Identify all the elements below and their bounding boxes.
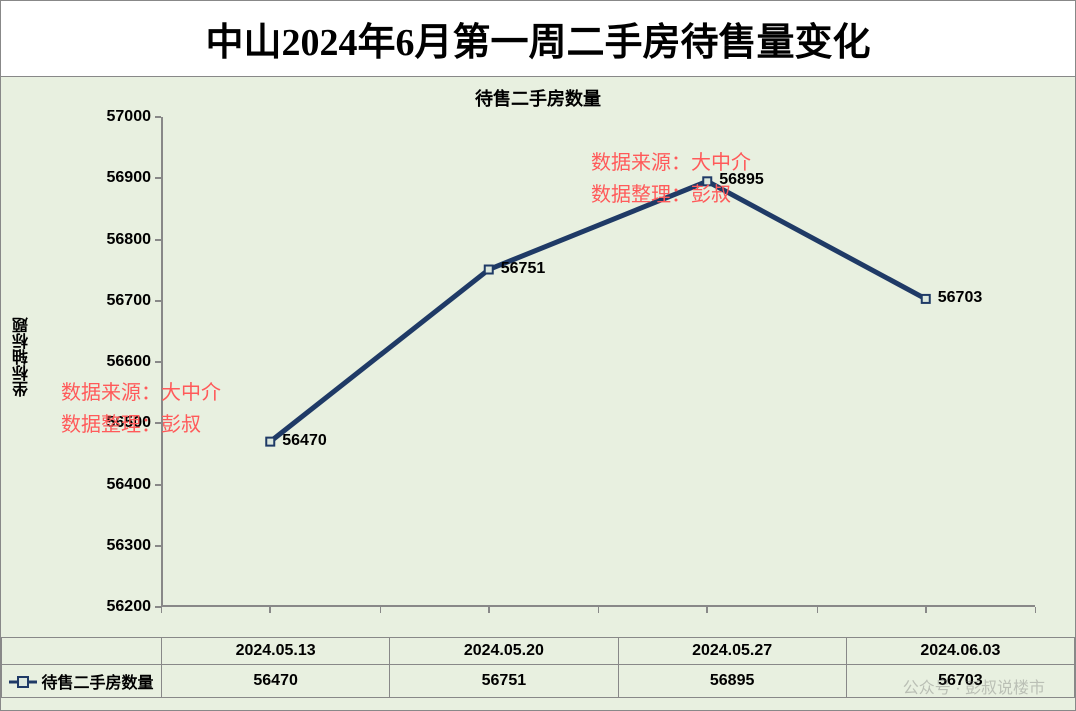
plot-region: 5620056300564005650056600567005680056900… [161, 117, 1035, 607]
data-marker [266, 438, 274, 446]
y-tick-label: 56400 [71, 476, 151, 494]
data-point-label: 56751 [501, 260, 546, 278]
y-tick-mark [155, 545, 161, 547]
y-tick-mark [155, 300, 161, 302]
y-tick-label: 56600 [71, 353, 151, 371]
chart-container: 中山2024年6月第一周二手房待售量变化 待售二手房数量 坐标轴标题 56200… [0, 0, 1076, 711]
table-header-cell: 2024.05.27 [618, 638, 846, 665]
y-tick-mark [155, 177, 161, 179]
y-tick-label: 56500 [71, 414, 151, 432]
y-tick-label: 56900 [71, 169, 151, 187]
chart-area: 待售二手房数量 坐标轴标题 56200563005640056500566005… [1, 77, 1075, 637]
series-name-label: 待售二手房数量 [41, 675, 153, 692]
x-divider [380, 607, 381, 613]
x-divider [598, 607, 599, 613]
main-title: 中山2024年6月第一周二手房待售量变化 [1, 11, 1075, 66]
table-header-cell: 2024.05.20 [390, 638, 618, 665]
title-bar: 中山2024年6月第一周二手房待售量变化 [1, 1, 1075, 77]
data-marker [703, 177, 711, 185]
data-point-label: 56470 [282, 432, 327, 450]
chart-subtitle: 待售二手房数量 [1, 77, 1075, 111]
y-tick-label: 56700 [71, 292, 151, 310]
line-series-svg [161, 117, 1035, 607]
y-tick-mark [155, 361, 161, 363]
y-tick-label: 56800 [71, 231, 151, 249]
y-axis-label: 坐标轴标题 [11, 317, 35, 397]
data-point-label: 56895 [719, 171, 764, 189]
y-tick-label: 56300 [71, 537, 151, 555]
table-header-cell: 2024.05.13 [162, 638, 390, 665]
table-row: 2024.05.13 2024.05.20 2024.05.27 2024.06… [2, 638, 1075, 665]
footer-watermark: 公众号 · 彭叔说楼市 [903, 674, 1045, 698]
data-marker [922, 295, 930, 303]
y-tick-label: 56200 [71, 598, 151, 616]
x-divider [161, 607, 162, 613]
x-tick-mark [269, 607, 271, 613]
table-corner-cell [2, 638, 162, 665]
x-tick-mark [488, 607, 490, 613]
x-divider [817, 607, 818, 613]
x-tick-mark [706, 607, 708, 613]
x-tick-mark [925, 607, 927, 613]
y-tick-mark [155, 422, 161, 424]
table-data-cell: 56470 [162, 665, 390, 698]
y-tick-mark [155, 116, 161, 118]
y-tick-label: 57000 [71, 108, 151, 126]
data-point-label: 56703 [938, 289, 983, 307]
y-tick-mark [155, 484, 161, 486]
table-data-cell: 56895 [618, 665, 846, 698]
series-line [270, 181, 926, 441]
data-marker [485, 266, 493, 274]
table-data-cell: 56751 [390, 665, 618, 698]
y-tick-mark [155, 239, 161, 241]
table-row-header: 待售二手房数量 [2, 665, 162, 698]
table-header-cell: 2024.06.03 [846, 638, 1074, 665]
x-divider [1035, 607, 1036, 613]
legend-line-icon [9, 675, 37, 693]
